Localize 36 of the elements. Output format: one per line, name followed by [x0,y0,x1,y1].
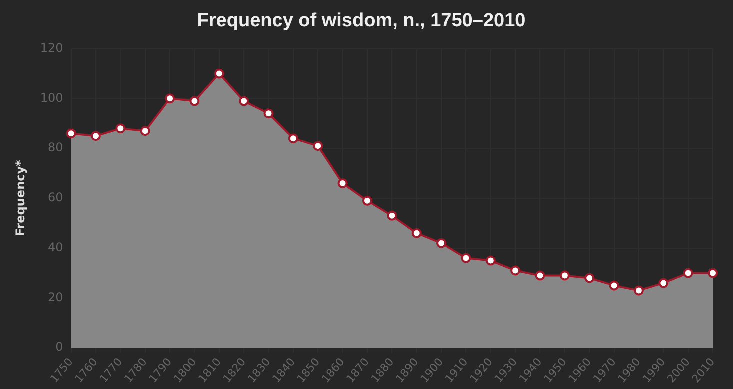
y-tick-label: 100 [40,90,64,105]
point [560,270,570,281]
point [510,266,521,276]
point [313,141,324,152]
point [288,134,298,144]
y-tick-label: 40 [48,240,64,254]
y-tick-label: 120 [40,40,64,55]
point [708,268,718,278]
point [436,238,447,248]
y-tick-label: 60 [48,190,64,205]
point [461,253,472,264]
y-axis-title: Frequency* [13,159,28,237]
point [486,256,496,266]
point [362,196,372,206]
point [90,131,101,142]
point [264,108,274,119]
point [535,270,546,281]
point [140,126,150,136]
point [584,273,595,284]
y-tick-label: 80 [48,140,64,155]
point [658,278,669,288]
point [239,96,250,106]
point [412,228,422,238]
point [214,68,224,79]
point [165,94,176,104]
y-tick-label: 20 [48,290,64,304]
point [66,128,76,139]
point [634,286,644,296]
point [683,268,694,278]
point [190,96,200,106]
point [609,280,620,291]
point [338,178,348,188]
chart-title: Frequency of wisdom, n., 1750–2010 [197,10,526,32]
point [116,124,126,134]
point [387,210,398,221]
y-tick-label: 0 [56,340,64,354]
